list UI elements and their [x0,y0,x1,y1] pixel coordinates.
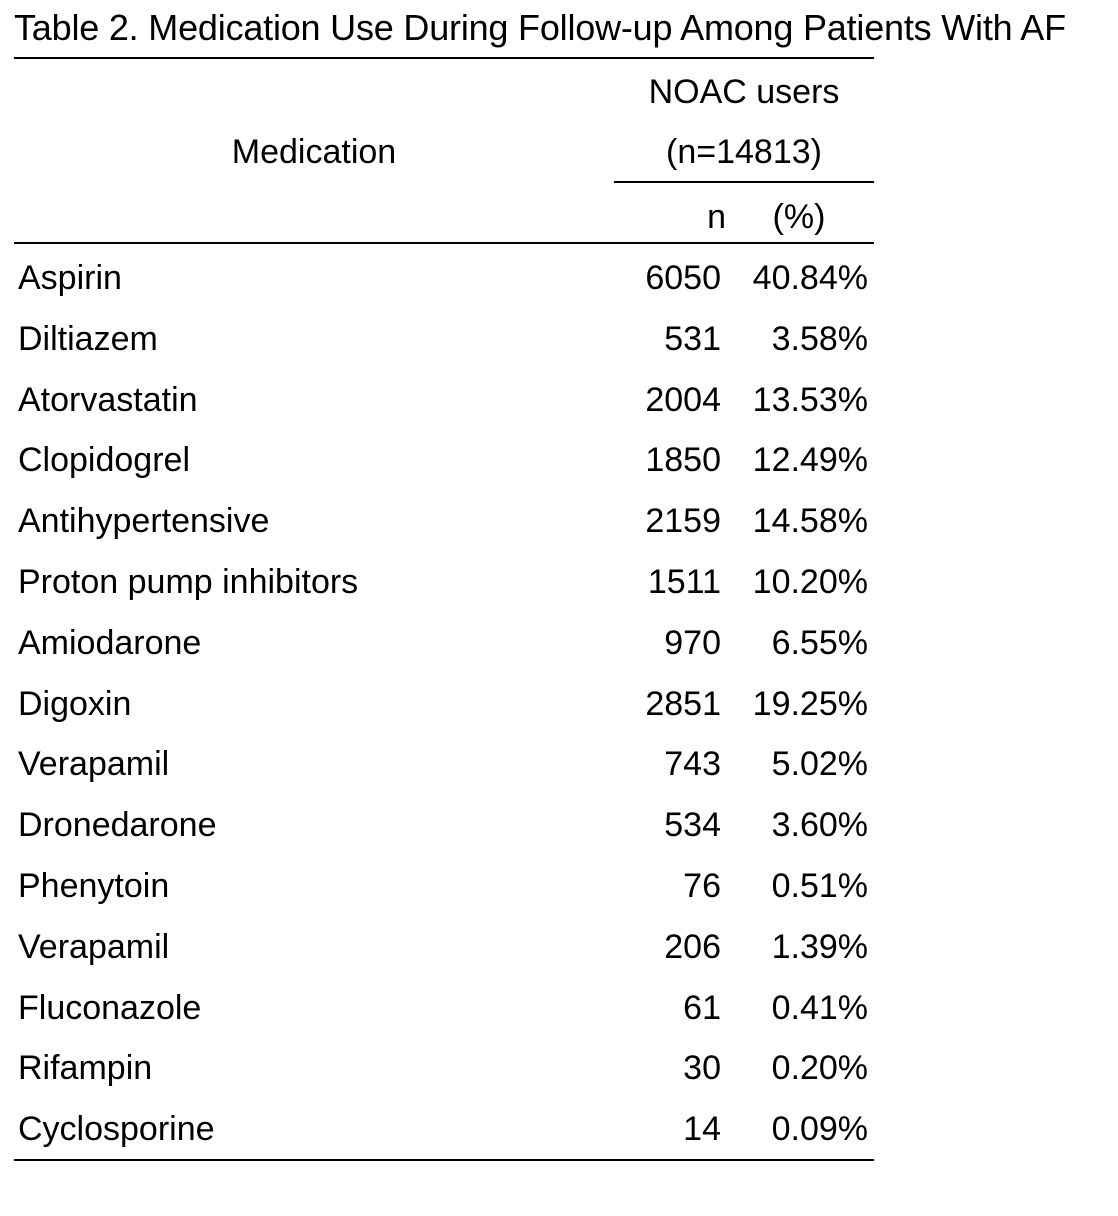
cell-n: 743 [664,745,721,784]
cell-n: 1850 [645,441,721,480]
cell-n: 206 [664,927,721,966]
table-row: Rifampin 30 0.20% [0,1038,1118,1099]
group-header-rule [614,181,874,183]
table-row: Amiodarone 970 6.55% [0,613,1118,674]
table-row: Cyclosporine 14 0.09% [0,1099,1118,1160]
table-row: Proton pump inhibitors 1511 10.20% [0,552,1118,613]
cell-percent: 40.84% [752,259,868,297]
cell-n: 970 [664,623,721,662]
table-row: Digoxin 2851 19.25% [0,674,1118,735]
cell-percent: 14.58% [752,502,868,541]
cell-medication: Clopidogrel [18,441,190,480]
table-row: Diltiazem 531 3.58% [0,309,1118,370]
table-row: Antihypertensive 2159 14.58% [0,491,1118,552]
cell-medication: Digoxin [18,684,132,723]
cell-n: 2004 [645,380,721,419]
cell-medication: Dronedarone [18,806,217,845]
cell-percent: 0.51% [771,866,868,905]
header-n: n [707,198,726,236]
cell-medication: Amiodarone [18,623,202,662]
cell-percent: 3.58% [771,319,868,358]
cell-percent: 0.41% [771,988,868,1027]
table-row: Verapamil 743 5.02% [0,734,1118,795]
cell-medication: Antihypertensive [18,502,270,541]
table-row: Aspirin 6050 40.84% [0,248,1118,309]
table-row: Verapamil 206 1.39% [0,917,1118,978]
cell-medication: Verapamil [18,927,170,966]
cell-medication: Diltiazem [18,319,158,358]
header-group-title: NOAC users [648,73,840,111]
cell-percent: 0.20% [771,1049,868,1088]
cell-n: 1511 [647,562,721,601]
cell-percent: 13.53% [752,380,868,419]
table-bottom-rule [14,1159,874,1161]
table-row: Atorvastatin 2004 13.53% [0,370,1118,431]
cell-percent: 12.49% [752,441,868,480]
header-bottom-rule [14,242,874,244]
cell-percent: 5.02% [771,745,868,784]
cell-n: 76 [683,866,721,905]
table-row: Clopidogrel 1850 12.49% [0,430,1118,491]
header-medication: Medication [231,133,397,171]
cell-medication: Verapamil [18,745,170,784]
cell-percent: 3.60% [771,806,868,845]
header-group-count: (n=14813) [666,133,822,171]
cell-n: 2159 [645,502,721,541]
cell-medication: Atorvastatin [18,380,198,419]
cell-medication: Phenytoin [18,866,170,905]
cell-medication: Cyclosporine [18,1110,215,1149]
cell-n: 30 [683,1049,721,1088]
cell-medication: Proton pump inhibitors [18,562,359,601]
cell-percent: 1.39% [771,927,868,966]
cell-medication: Aspirin [18,259,122,297]
cell-medication: Fluconazole [18,988,202,1027]
cell-medication: Rifampin [18,1049,153,1088]
cell-percent: 0.09% [771,1110,868,1149]
cell-n: 61 [683,988,721,1027]
cell-n: 6050 [645,259,721,297]
header-percent: (%) [772,198,826,236]
cell-n: 14 [683,1110,721,1149]
table-top-rule [14,57,874,59]
table-row: Dronedarone 534 3.60% [0,795,1118,856]
cell-percent: 10.20% [752,562,868,601]
cell-n: 2851 [645,684,721,723]
table-row: Phenytoin 76 0.51% [0,856,1118,917]
table-body: Aspirin 6050 40.84% Diltiazem 531 3.58% … [0,248,1118,1160]
cell-percent: 19.25% [752,684,868,723]
table-row: Fluconazole 61 0.41% [0,978,1118,1039]
cell-percent: 6.55% [771,623,868,662]
table-caption: Table 2. Medication Use During Follow-up… [14,7,1066,48]
cell-n: 534 [664,806,721,845]
cell-n: 531 [664,319,721,358]
